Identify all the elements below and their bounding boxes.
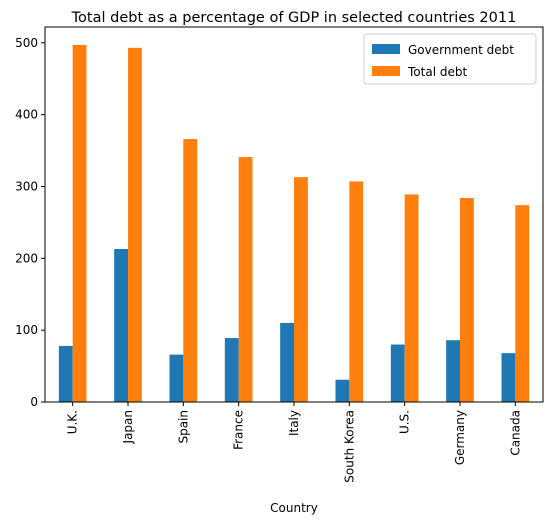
bar-government-debt-spain — [169, 354, 184, 402]
bar-government-debt-canada — [501, 353, 516, 402]
bar-total-debt-spain — [183, 139, 198, 402]
x-axis: U.K. Japan Spain France Italy South Korea U.S.… — [66, 402, 522, 483]
legend-swatch — [372, 66, 400, 76]
bar-total-debt-italy — [294, 177, 308, 402]
plot-frame — [44, 26, 544, 403]
x-tick-label: U.K. — [66, 410, 80, 434]
x-tick-label: U.S. — [398, 410, 412, 434]
bar-total-debt-south-korea — [349, 181, 364, 402]
bar-government-debt-u-s- — [390, 344, 405, 402]
bar-total-debt-u-k- — [72, 44, 87, 403]
legend-label: Total debt — [407, 65, 467, 79]
bar-government-debt-u-k- — [58, 345, 73, 402]
legend: Government debt Total debt — [363, 33, 537, 85]
y-tick-label: 100 — [15, 323, 38, 337]
x-tick-label: South Korea — [342, 410, 356, 483]
bar-government-debt-france — [224, 338, 239, 402]
bar-government-debt-germany — [446, 340, 460, 402]
y-tick-label: 500 — [15, 36, 38, 50]
bar-government-debt-south-korea — [335, 379, 350, 402]
bars-layer — [58, 44, 530, 403]
bar-government-debt-japan — [114, 248, 128, 402]
bar-total-debt-u-s- — [404, 194, 419, 402]
x-tick-label: Japan — [121, 410, 135, 444]
x-tick-label: France — [232, 410, 246, 450]
x-tick-label: Germany — [453, 410, 467, 465]
bar-total-debt-canada — [515, 205, 530, 402]
x-tick-label: Spain — [176, 410, 190, 444]
bar-total-debt-france — [238, 157, 253, 402]
y-tick-label: 0 — [30, 395, 38, 409]
x-tick-label: Italy — [287, 410, 301, 436]
y-tick-label: 300 — [15, 179, 38, 193]
bar-government-debt-italy — [280, 322, 294, 402]
x-tick-label: Canada — [508, 410, 522, 456]
bar-total-debt-germany — [460, 197, 474, 402]
y-tick-label: 400 — [15, 108, 38, 122]
legend-swatch — [372, 44, 400, 54]
y-axis: 0 100 200 300 400 500 — [15, 36, 45, 409]
bar-total-debt-japan — [128, 47, 142, 402]
x-axis-title: Country — [270, 501, 318, 515]
legend-label: Government debt — [408, 43, 514, 57]
legend-box — [363, 33, 537, 85]
chart-title: Total debt as a percentage of GDP in sel… — [71, 10, 517, 26]
y-tick-label: 200 — [15, 251, 38, 265]
